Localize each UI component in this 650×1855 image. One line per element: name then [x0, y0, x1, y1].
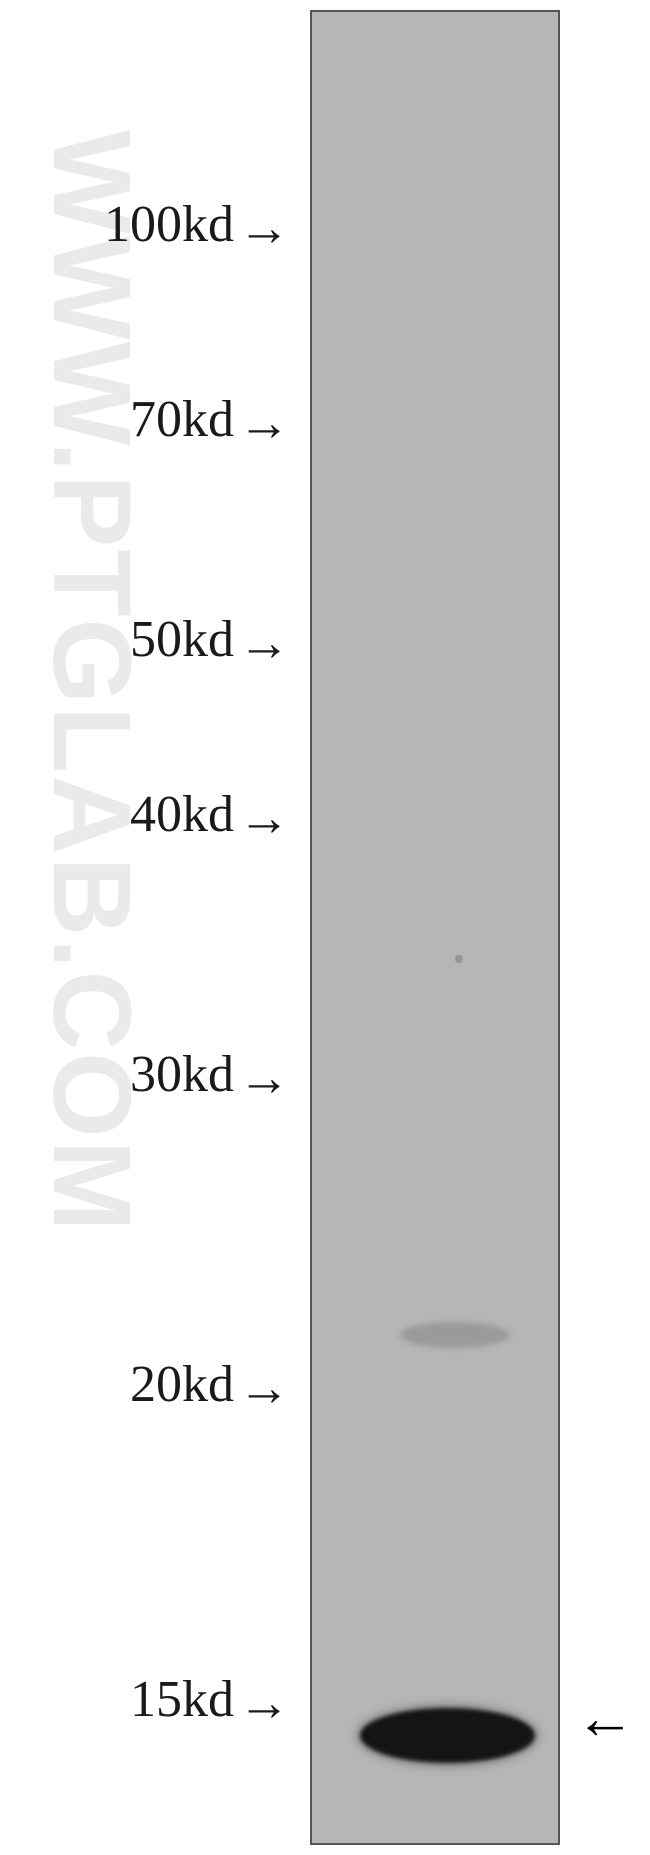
- marker-label-text: 30kd: [130, 1046, 234, 1103]
- marker-20kd: 20kd→: [130, 1359, 290, 1415]
- marker-arrow-icon: →: [238, 618, 290, 670]
- marker-arrow-icon: →: [238, 398, 290, 450]
- gel-lane: [310, 10, 560, 1845]
- main-band: [360, 1708, 535, 1763]
- marker-arrow-icon: →: [238, 1363, 290, 1415]
- marker-label-text: 20kd: [130, 1356, 234, 1413]
- marker-arrow-icon: →: [238, 1678, 290, 1730]
- marker-arrow-icon: →: [238, 1053, 290, 1105]
- marker-70kd: 70kd→: [130, 394, 290, 450]
- marker-label-text: 40kd: [130, 786, 234, 843]
- marker-50kd: 50kd→: [130, 614, 290, 670]
- target-band-arrow-icon: ←: [575, 1688, 635, 1748]
- marker-label-text: 50kd: [130, 611, 234, 668]
- marker-label-text: 70kd: [130, 391, 234, 448]
- marker-15kd: 15kd→: [130, 1674, 290, 1730]
- marker-label-text: 100kd: [104, 196, 234, 253]
- marker-100kd: 100kd→: [104, 199, 290, 255]
- artifact-speck: [455, 955, 463, 963]
- marker-30kd: 30kd→: [130, 1049, 290, 1105]
- faint-band: [400, 1322, 510, 1348]
- marker-arrow-icon: →: [238, 203, 290, 255]
- marker-arrow-icon: →: [238, 793, 290, 845]
- marker-label-text: 15kd: [130, 1671, 234, 1728]
- marker-40kd: 40kd→: [130, 789, 290, 845]
- blot-figure: WWW.PTGLAB.COM 100kd→ 70kd→ 50kd→ 40kd→ …: [0, 0, 650, 1855]
